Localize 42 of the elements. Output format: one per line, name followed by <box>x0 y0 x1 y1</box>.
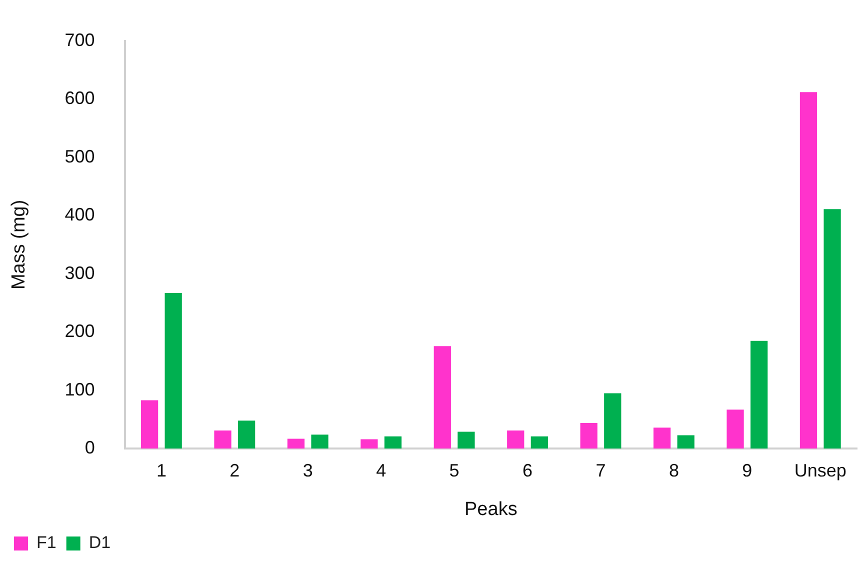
x-tick-label: 7 <box>596 460 606 480</box>
bar <box>140 400 158 449</box>
bar <box>164 293 182 449</box>
bar <box>311 434 328 449</box>
bar <box>677 435 694 449</box>
x-tick-label: 8 <box>668 460 679 480</box>
x-tick-label: Unsep <box>794 460 846 480</box>
bar <box>287 438 305 449</box>
x-axis-title: Peaks <box>464 498 518 520</box>
y-tick-label: 500 <box>64 146 95 166</box>
bar <box>824 209 841 449</box>
x-tick-label: 1 <box>156 460 166 480</box>
bar <box>360 439 378 449</box>
x-tick-label: 4 <box>376 460 386 480</box>
bar <box>384 436 402 449</box>
y-tick-label: 0 <box>84 438 95 458</box>
legend-label: D1 <box>88 533 111 552</box>
x-tick-label: 6 <box>522 460 533 480</box>
y-tick-label: 600 <box>64 88 95 108</box>
y-tick-label: 400 <box>64 204 95 225</box>
bar <box>530 436 548 449</box>
y-tick-label: 200 <box>64 321 95 342</box>
bar <box>458 432 475 449</box>
x-tick-label: 3 <box>302 460 313 480</box>
y-tick-label: 300 <box>64 262 95 283</box>
y-tick-label: 100 <box>64 379 95 400</box>
bar <box>434 346 451 449</box>
x-tick-label: 2 <box>230 460 240 480</box>
y-axis-title: Mass (mg) <box>8 200 30 290</box>
bar <box>238 420 256 449</box>
bar <box>653 428 671 449</box>
bar <box>580 422 598 449</box>
bar <box>507 430 524 449</box>
y-tick-label: 700 <box>64 30 95 50</box>
bar <box>726 410 744 449</box>
legend-label: F1 <box>36 533 56 552</box>
bar <box>750 340 768 449</box>
bar <box>800 92 818 449</box>
x-tick-label: 5 <box>449 460 460 480</box>
bar <box>604 393 622 449</box>
x-tick-label: 9 <box>742 460 752 480</box>
bar <box>214 430 232 449</box>
